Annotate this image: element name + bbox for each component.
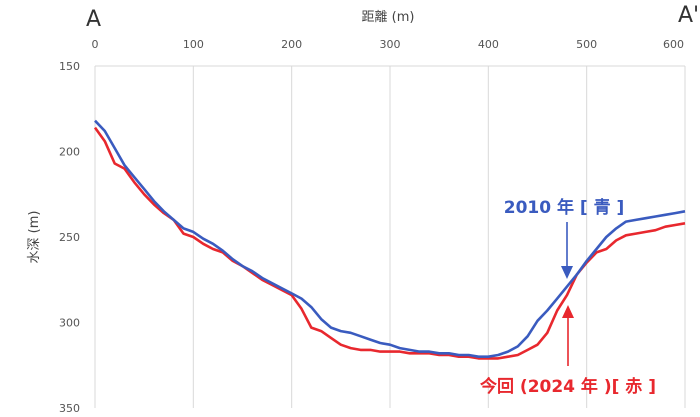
x-tick-labels: 0 100 200 300 400 500 600 bbox=[92, 38, 685, 51]
series-lines bbox=[93, 119, 686, 360]
y-tick-label-250: 250 bbox=[59, 231, 80, 244]
series-line-2010 bbox=[94, 119, 686, 359]
y-axis-title: 水深 (m) bbox=[27, 211, 42, 264]
grid-lines bbox=[94, 66, 686, 408]
x-tick-label-600: 600 bbox=[663, 38, 684, 51]
endpoint-label-right: A' bbox=[678, 3, 699, 28]
y-tick-labels: 150 200 250 300 350 bbox=[59, 60, 80, 415]
x-axis-title: 距離 (m) bbox=[362, 10, 415, 25]
blue-annotation-arrowhead bbox=[561, 266, 573, 279]
x-tick-label-100: 100 bbox=[183, 38, 204, 51]
y-tick-label-300: 300 bbox=[59, 317, 80, 330]
x-tick-label-0: 0 bbox=[92, 38, 99, 51]
endpoint-label-left: A bbox=[86, 7, 101, 32]
x-tick-label-500: 500 bbox=[576, 38, 597, 51]
x-tick-label-200: 200 bbox=[281, 38, 302, 51]
y-tick-label-350: 350 bbox=[59, 402, 80, 415]
series-label-2010: 2010 年 [ 青 ] bbox=[504, 197, 625, 218]
x-tick-label-400: 400 bbox=[478, 38, 499, 51]
x-tick-label-300: 300 bbox=[380, 38, 401, 51]
red-annotation-arrowhead bbox=[562, 305, 574, 318]
y-tick-label-200: 200 bbox=[59, 146, 80, 159]
y-tick-label-150: 150 bbox=[59, 60, 80, 73]
series-label-2024: 今回 (2024 年 )[ 赤 ] bbox=[480, 376, 656, 397]
